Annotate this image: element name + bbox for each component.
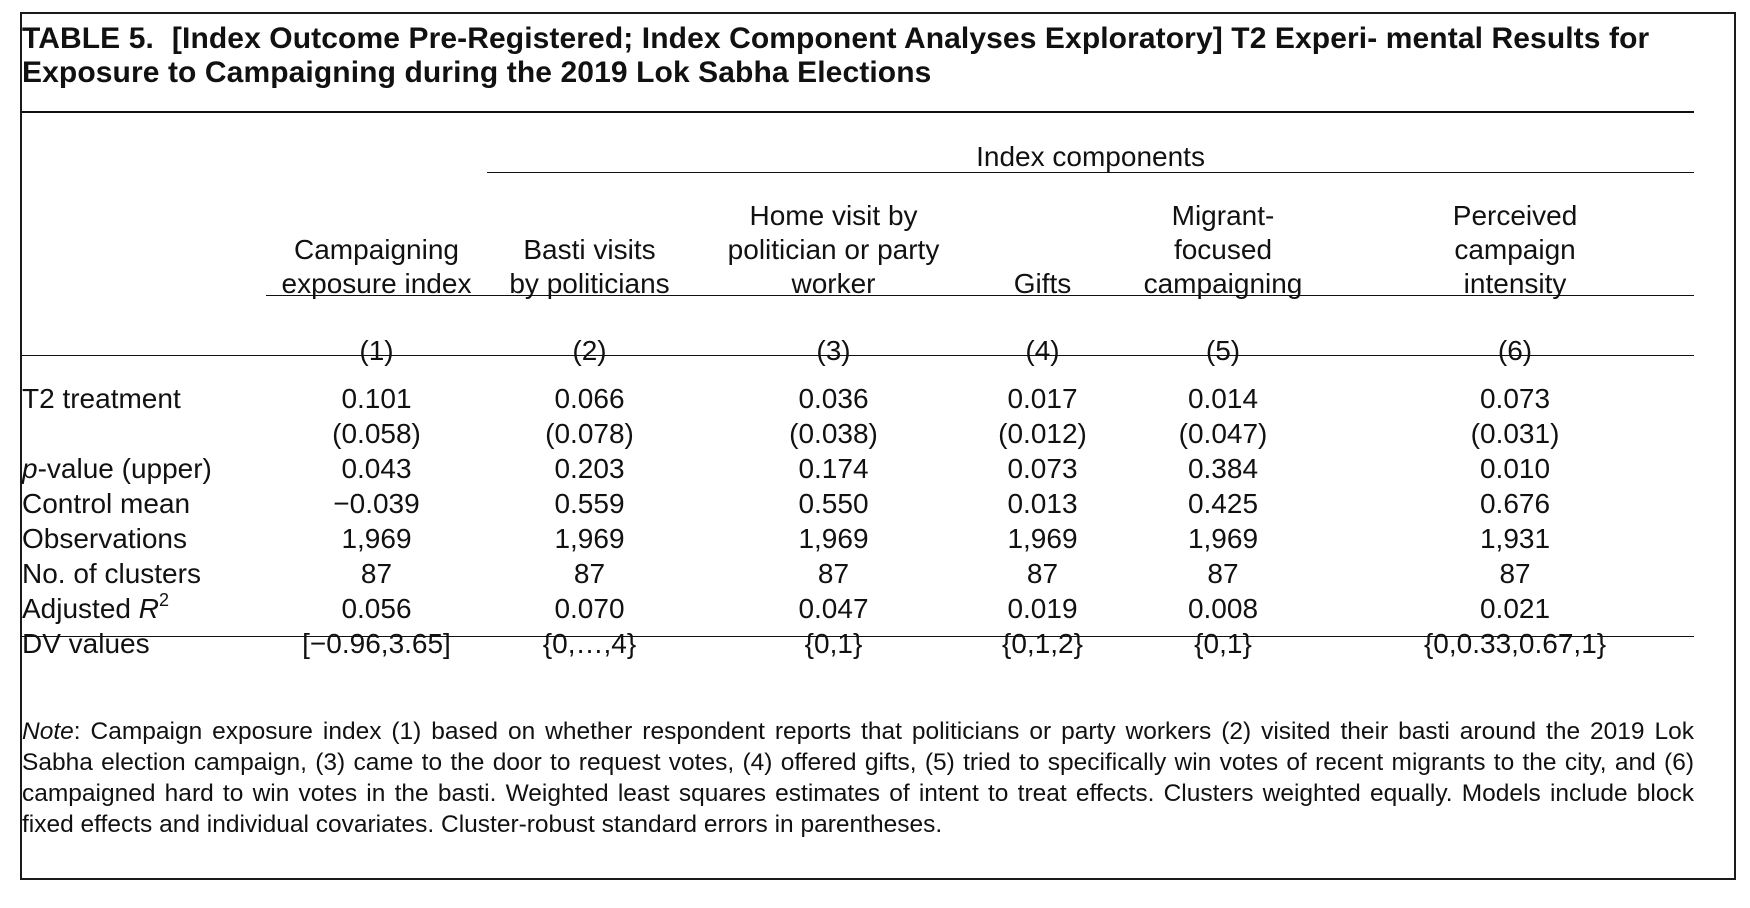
table-cell: [−0.96,3.65] xyxy=(302,628,451,659)
top-rule xyxy=(22,111,1694,113)
column-number-row: (1) (2) (3) (4) (5) (6) xyxy=(22,301,1694,367)
spanner-rule xyxy=(487,172,1694,173)
column-header: Migrant- focused campaigning xyxy=(1143,200,1303,299)
row-label: Control mean xyxy=(22,488,191,519)
table-row: (0.058) (0.078) (0.038) (0.012) (0.047) … xyxy=(22,416,1694,451)
column-header: Campaigning exposure index xyxy=(281,234,472,299)
table-cell: 0.425 xyxy=(1187,488,1259,519)
table-cell: 0.019 xyxy=(1007,593,1078,624)
table-cell: 87 xyxy=(573,558,606,589)
table-row: T2 treatment 0.101 0.066 0.036 0.017 0.0… xyxy=(22,381,1694,416)
body-bottom-rule xyxy=(22,636,1694,637)
table-cell: 0.676 xyxy=(1479,488,1551,519)
table-cell: 0.036 xyxy=(798,383,869,414)
spanner-header: Index components xyxy=(976,141,1205,172)
table-cell: −0.039 xyxy=(333,488,420,519)
table-cell: 0.203 xyxy=(554,453,625,484)
table-cell: (0.058) xyxy=(332,418,421,449)
table-cell: 87 xyxy=(360,558,393,589)
row-label: p-value (upper) xyxy=(22,453,212,484)
table-cell: 0.047 xyxy=(798,593,869,624)
table-cell: 0.013 xyxy=(1007,488,1078,519)
row-label xyxy=(22,416,266,451)
column-header-row: Campaigning exposure index Basti visits … xyxy=(22,173,1694,301)
table-cell: 0.384 xyxy=(1187,453,1259,484)
table-cell: 0.008 xyxy=(1187,593,1259,624)
table-cell: 0.550 xyxy=(798,488,869,519)
table-row: Control mean −0.039 0.559 0.550 0.013 0.… xyxy=(22,486,1694,521)
column-number: (5) xyxy=(1205,335,1241,366)
table-cell: 0.021 xyxy=(1479,593,1551,624)
body-top-rule xyxy=(22,355,1694,356)
column-number: (1) xyxy=(359,335,394,366)
results-table: Index components Campaigning exposure in… xyxy=(22,127,1694,661)
table-frame xyxy=(20,12,1736,880)
table-cell: 0.070 xyxy=(554,593,625,624)
table-row: Adjusted R2 0.056 0.070 0.047 0.019 0.00… xyxy=(22,591,1694,626)
table-cell: {0,0.33,0.67,1} xyxy=(1423,628,1607,659)
row-label: T2 treatment xyxy=(22,383,181,414)
row-label: No. of clusters xyxy=(22,558,201,589)
table-row: No. of clusters 87 87 87 87 87 87 xyxy=(22,556,1694,591)
table-cell: 87 xyxy=(1207,558,1239,589)
table-cell: 1,969 xyxy=(341,523,412,554)
column-header: Perceived campaign intensity xyxy=(1452,200,1578,299)
row-label: Observations xyxy=(22,523,187,554)
table-cell: 1,969 xyxy=(554,523,625,554)
table-cell: (0.078) xyxy=(545,418,634,449)
table-cell: (0.012) xyxy=(998,418,1087,449)
table-title: [Index Outcome Pre-Registered; Index Com… xyxy=(22,22,1650,89)
table-cell: (0.047) xyxy=(1178,418,1268,449)
table-cell: 1,969 xyxy=(798,523,869,554)
table-cell: 0.010 xyxy=(1479,453,1551,484)
table-cell: {0,1} xyxy=(1194,628,1252,659)
column-number: (4) xyxy=(1025,335,1060,366)
table-cell: 0.073 xyxy=(1007,453,1078,484)
table-cell: 1,969 xyxy=(1007,523,1078,554)
table-cell: 0.056 xyxy=(341,593,412,624)
table-cell: 0.014 xyxy=(1187,383,1259,414)
table-cell: 0.066 xyxy=(554,383,625,414)
column-header: Gifts xyxy=(1013,268,1072,299)
table-row: DV values [−0.96,3.65] {0,…,4} {0,1} {0,… xyxy=(22,626,1694,661)
table-row: p-value (upper) 0.043 0.203 0.174 0.073 … xyxy=(22,451,1694,486)
table-cell: 1,931 xyxy=(1479,523,1551,554)
table-cell: 87 xyxy=(1499,558,1531,589)
table-label: TABLE 5. xyxy=(22,22,154,55)
row-label: DV values xyxy=(22,628,150,659)
table-row: Observations 1,969 1,969 1,969 1,969 1,9… xyxy=(22,521,1694,556)
note-text: : Campaign exposure index (1) based on w… xyxy=(22,718,1694,838)
table-cell: 1,969 xyxy=(1187,523,1259,554)
column-header: Basti visits by politicians xyxy=(509,234,670,299)
table-cell: 0.174 xyxy=(798,453,869,484)
table-cell: {0,…,4} xyxy=(542,628,637,659)
table-caption: TABLE 5. [Index Outcome Pre-Registered; I… xyxy=(22,22,1692,90)
table-cell: 87 xyxy=(817,558,850,589)
table-cell: 0.043 xyxy=(341,453,412,484)
column-number: (6) xyxy=(1497,335,1533,366)
table-cell: 0.073 xyxy=(1479,383,1551,414)
header-rule xyxy=(266,295,1694,296)
spanner-row: Index components xyxy=(22,127,1694,173)
table-cell: 87 xyxy=(1026,558,1059,589)
table-cell: {0,1,2} xyxy=(1002,628,1083,659)
table-note: Note: Campaign exposure index (1) based … xyxy=(22,716,1694,840)
table-cell: 0.017 xyxy=(1007,383,1078,414)
table-cell: (0.031) xyxy=(1470,418,1560,449)
table-cell: 0.559 xyxy=(554,488,625,519)
row-label: Adjusted R2 xyxy=(22,590,169,624)
table-cell: (0.038) xyxy=(789,418,878,449)
column-number: (2) xyxy=(572,335,607,366)
note-label: Note xyxy=(22,718,74,745)
column-number: (3) xyxy=(816,335,851,366)
table-cell: 0.101 xyxy=(341,383,412,414)
table-cell: {0,1} xyxy=(804,628,863,659)
column-header: Home visit by politician or party worker xyxy=(727,200,940,299)
